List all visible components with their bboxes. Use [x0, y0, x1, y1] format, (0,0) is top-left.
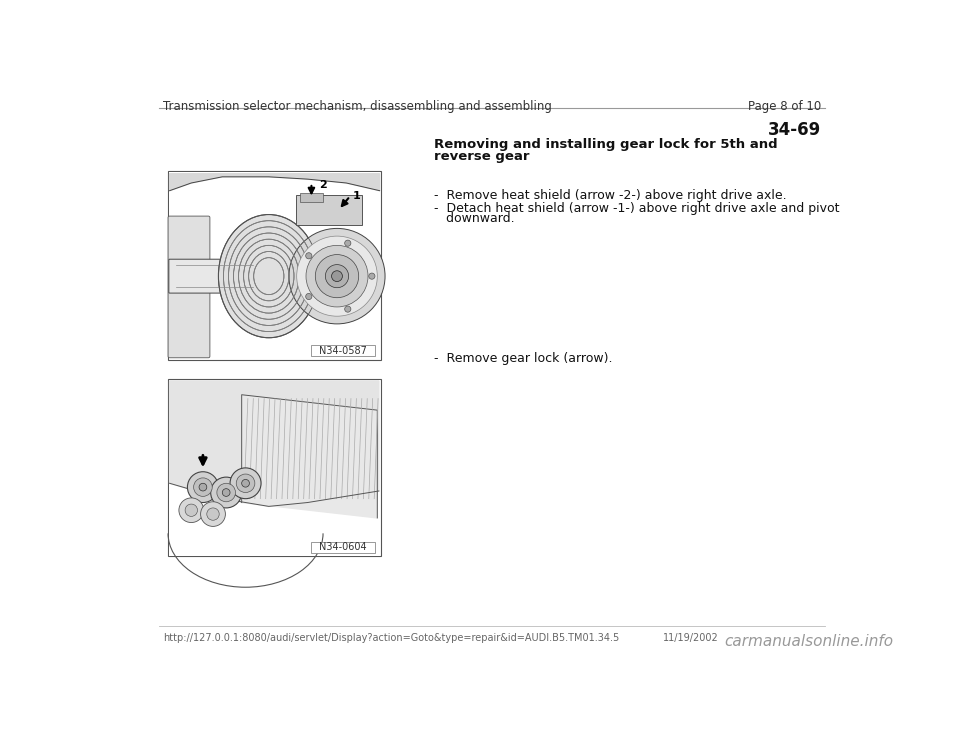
Circle shape: [345, 306, 350, 312]
Circle shape: [306, 246, 368, 307]
Polygon shape: [170, 174, 379, 191]
Circle shape: [297, 236, 377, 316]
Text: Removing and installing gear lock for 5th and: Removing and installing gear lock for 5t…: [434, 138, 778, 151]
Text: carmanualsonline.info: carmanualsonline.info: [725, 634, 894, 649]
Bar: [300, 193, 324, 203]
Text: downward.: downward.: [434, 212, 515, 226]
Text: -  Remove heat shield (arrow -2-) above right drive axle.: - Remove heat shield (arrow -2-) above r…: [434, 189, 786, 202]
FancyBboxPatch shape: [168, 216, 210, 358]
Circle shape: [187, 472, 219, 502]
Circle shape: [217, 483, 235, 502]
Bar: [168, 171, 381, 360]
Circle shape: [210, 477, 242, 508]
Circle shape: [331, 271, 343, 281]
Circle shape: [194, 478, 212, 496]
Text: 34-69: 34-69: [768, 122, 822, 139]
Bar: [168, 379, 381, 556]
Text: reverse gear: reverse gear: [434, 150, 529, 163]
Circle shape: [305, 293, 312, 300]
Circle shape: [206, 508, 219, 520]
Circle shape: [185, 504, 198, 516]
Circle shape: [325, 265, 348, 288]
FancyBboxPatch shape: [169, 259, 255, 293]
Text: 11/19/2002: 11/19/2002: [662, 633, 718, 643]
Circle shape: [230, 468, 261, 499]
Circle shape: [223, 489, 230, 496]
Text: 1: 1: [352, 191, 360, 201]
Text: N34-0604: N34-0604: [320, 542, 367, 552]
Circle shape: [289, 229, 385, 324]
Text: http://127.0.0.1:8080/audi/servlet/Display?action=Goto&type=repair&id=AUDI.B5.TM: http://127.0.0.1:8080/audi/servlet/Displ…: [162, 633, 619, 643]
Circle shape: [369, 273, 375, 279]
Circle shape: [305, 253, 312, 259]
Bar: [296, 194, 362, 226]
Polygon shape: [242, 395, 377, 518]
Ellipse shape: [219, 214, 319, 338]
Circle shape: [315, 255, 359, 298]
Circle shape: [199, 483, 206, 491]
Text: Page 8 of 10: Page 8 of 10: [748, 100, 822, 113]
Bar: [311, 346, 375, 356]
Text: 2: 2: [319, 180, 327, 190]
Text: N34-0587: N34-0587: [320, 346, 367, 356]
Bar: [311, 542, 375, 553]
Text: Transmission selector mechanism, disassembling and assembling: Transmission selector mechanism, disasse…: [162, 100, 551, 113]
Circle shape: [236, 474, 254, 493]
Circle shape: [242, 479, 250, 487]
Circle shape: [179, 498, 204, 522]
Bar: [169, 380, 380, 556]
Circle shape: [201, 502, 226, 526]
Bar: [169, 172, 380, 359]
Circle shape: [345, 240, 350, 246]
Polygon shape: [170, 381, 379, 506]
Text: -  Detach heat shield (arrow -1-) above right drive axle and pivot: - Detach heat shield (arrow -1-) above r…: [434, 203, 839, 215]
Text: -  Remove gear lock (arrow).: - Remove gear lock (arrow).: [434, 352, 612, 365]
